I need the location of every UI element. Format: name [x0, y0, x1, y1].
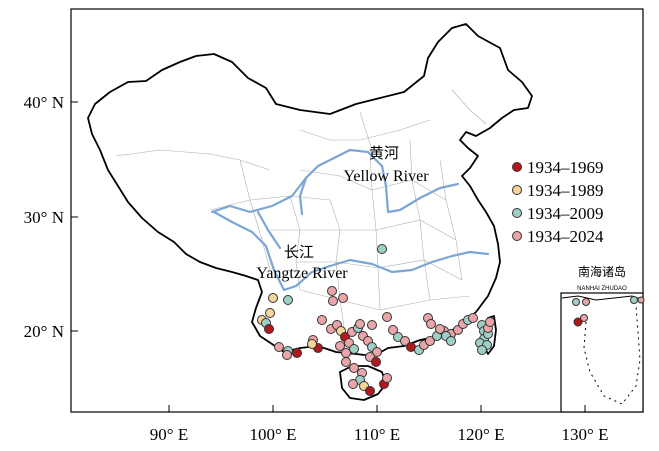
south-china-sea-inset: 南海诸岛 NANHAI ZHUDAO [560, 264, 645, 413]
station-point [338, 293, 348, 303]
china-outline [87, 23, 533, 357]
yangtze-river [212, 210, 490, 292]
y-axis: 40° N 30° N 20° N [24, 93, 78, 341]
river-branch [298, 176, 308, 216]
legend: 1934–1969 1934–1989 1934–2009 1934–2024 [512, 158, 604, 246]
legend-marker-1969 [512, 162, 522, 172]
y-tick-label-40: 40° N [24, 93, 64, 112]
x-tick-label-100: 100° E [250, 425, 297, 444]
station-point [388, 325, 398, 335]
yellow-river-label-cn: 黄河 [369, 144, 399, 162]
station-point [335, 341, 345, 351]
legend-marker-2024 [512, 231, 522, 241]
station-point [264, 324, 274, 334]
station-point [485, 317, 495, 327]
yellow-river-label-en: Yellow River [343, 168, 429, 185]
inset-station-point [573, 317, 583, 327]
station-point [365, 386, 375, 396]
station-point [377, 244, 387, 254]
legend-label-2009: 1934–2009 [527, 204, 604, 223]
x-tick-label-130: 130° E [562, 425, 609, 444]
river-branch [256, 210, 282, 250]
station-point [425, 336, 435, 346]
station-point [282, 350, 292, 360]
inset-station-point [630, 296, 638, 304]
legend-marker-2009 [512, 208, 522, 218]
x-tick-label-110: 110° E [354, 425, 400, 444]
station-point [400, 336, 410, 346]
station-point [426, 319, 436, 329]
station-point [349, 363, 359, 373]
legend-marker-1989 [512, 185, 522, 195]
station-point [477, 345, 487, 355]
inset-subtitle: NANHAI ZHUDAO [577, 286, 627, 292]
station-point [355, 319, 365, 329]
inset-station-point [580, 314, 588, 322]
station-point [317, 315, 327, 325]
station-point [274, 342, 284, 352]
x-axis: 90° E 100° E 110° E 120° E 130° E [150, 405, 609, 444]
station-point [349, 344, 359, 354]
station-point [435, 324, 445, 334]
inset-station-point [572, 298, 580, 306]
station-point [372, 347, 382, 357]
province-boundaries [115, 89, 487, 341]
inset-station-point [637, 296, 645, 304]
station-point [283, 295, 293, 305]
inset-station-point [582, 298, 590, 306]
station-point [446, 336, 456, 346]
station-point [341, 357, 351, 367]
x-tick-label-90: 90° E [150, 425, 188, 444]
legend-label-1969: 1934–1969 [527, 158, 604, 177]
station-point [382, 373, 392, 383]
legend-label-1989: 1934–1989 [527, 181, 604, 200]
station-point [348, 379, 358, 389]
x-tick-label-120: 120° E [458, 425, 505, 444]
station-point [468, 313, 478, 323]
yellow-river [210, 148, 460, 214]
inset-frame [560, 292, 644, 413]
station-point [367, 320, 377, 330]
station-point [328, 296, 338, 306]
yangtze-river-label-en: Yangtze River [256, 265, 348, 282]
inset-title: 南海诸岛 [578, 264, 626, 279]
station-point [307, 339, 317, 349]
legend-label-2024: 1934–2024 [527, 227, 604, 246]
station-point [292, 348, 302, 358]
station-point [265, 308, 275, 318]
y-tick-label-30: 30° N [24, 208, 64, 227]
y-tick-label-20: 20° N [24, 322, 64, 341]
station-point [268, 293, 278, 303]
station-point [371, 357, 381, 367]
station-point [327, 286, 337, 296]
station-point [382, 312, 392, 322]
station-points [257, 244, 495, 396]
yangtze-river-label-cn: 长江 [284, 243, 314, 261]
